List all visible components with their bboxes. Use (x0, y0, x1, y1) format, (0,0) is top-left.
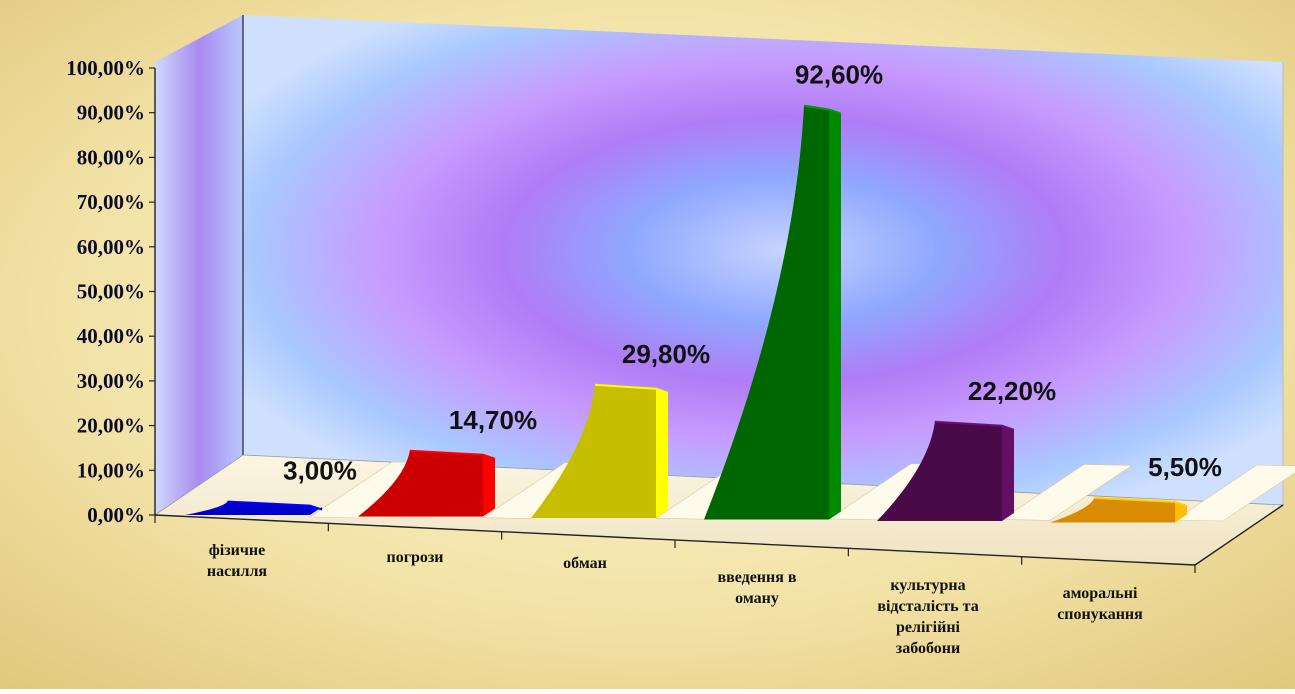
bar-side-face (483, 454, 495, 517)
bar-top-edge (1094, 496, 1188, 507)
data-label: 22,20% (968, 376, 1056, 406)
category-label: погрози (386, 549, 443, 566)
bar (704, 104, 842, 520)
bar-side-face (310, 505, 322, 515)
category-label: фізичне насилля (207, 542, 267, 580)
bar-front-face (877, 421, 1002, 521)
back-wall (243, 15, 1283, 505)
bar-front-face (531, 384, 656, 518)
y-tick-label: 30,00% (77, 369, 145, 393)
category-label: культурна відсталість та релігійні забобони (877, 577, 978, 657)
category-labels: фізичне насилля погрози обман введення в оман… (207, 542, 1143, 657)
x-axis-ticks (154, 504, 1284, 573)
floor-stripe (1001, 464, 1133, 521)
data-label: 5,50% (1148, 452, 1222, 482)
bar (531, 383, 669, 518)
y-tick-label: 10,00% (77, 458, 145, 482)
data-label: 92,60% (795, 60, 883, 90)
y-tick-label: 70,00% (77, 190, 145, 214)
floor-stripe (1174, 464, 1295, 522)
bar (185, 500, 323, 515)
bar-front-face (358, 450, 483, 517)
bars (185, 104, 1188, 523)
side-wall (155, 15, 243, 515)
bar-top-edge (803, 104, 842, 115)
bar (877, 420, 1015, 521)
y-tick-label: 50,00% (77, 280, 145, 304)
category-label: введення в оману (717, 569, 796, 607)
bar-front-face (1050, 497, 1175, 523)
y-tick-label: 80,00% (77, 145, 145, 169)
bar-front-face (704, 105, 829, 520)
category-label: обман (563, 555, 607, 572)
category-label: аморальні спонукання (1057, 585, 1143, 623)
y-tick-label: 40,00% (77, 324, 145, 348)
data-label: 29,80% (622, 339, 710, 369)
data-label: 3,00% (283, 456, 357, 486)
bar (358, 449, 496, 517)
bar-side-face (1175, 501, 1187, 523)
bar-top-edge (409, 449, 496, 460)
bar-top-edge (934, 420, 1015, 431)
y-axis: 0,00% 10,00% 20,00% 30,00% 40,00% 50,00% 60,00… (66, 56, 1284, 573)
y-tick-label: 20,00% (77, 414, 145, 438)
y-tick-label: 90,00% (77, 101, 145, 125)
bar-top-edge (594, 383, 669, 394)
bar (1050, 496, 1188, 523)
bar-top-edge (227, 500, 323, 511)
y-tick-label: 100,00% (66, 56, 145, 80)
data-labels: 3,00% 14,70% 29,80% 92,60% 22,20% 5,50% (283, 60, 1222, 486)
bar-side-face (1002, 425, 1014, 521)
bar-side-face (829, 109, 841, 520)
y-tick-label: 0,00% (87, 503, 145, 527)
y-tick-label: 60,00% (77, 235, 145, 259)
bar-side-face (656, 388, 668, 518)
data-label: 14,70% (449, 405, 537, 435)
